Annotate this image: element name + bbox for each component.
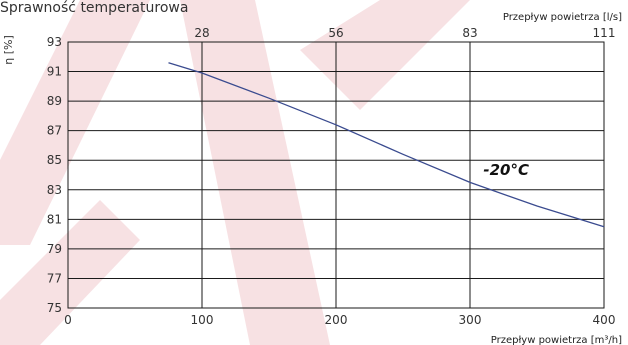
x2-tick-label: 83 <box>462 26 477 40</box>
x-tick-label: 200 <box>325 313 348 327</box>
series <box>168 62 605 228</box>
y-tick-label: 75 <box>47 301 62 315</box>
y-tick-label: 91 <box>47 65 62 79</box>
y-tick-label: 87 <box>47 124 62 138</box>
y-tick-label: 79 <box>47 242 62 256</box>
watermark-stripe <box>0 200 140 345</box>
x2-tick-label: 111 <box>593 26 616 40</box>
y-tick-label: 81 <box>47 212 62 226</box>
y-tick-label: 85 <box>47 153 62 167</box>
x-axis-label: Przepływ powietrza [m³/h] <box>491 335 622 345</box>
series-line <box>168 62 605 228</box>
watermark-stripe <box>180 0 330 345</box>
watermark-stripe <box>300 0 470 110</box>
chart-title: Sprawność temperaturowa <box>0 0 188 16</box>
y-tick-label: 83 <box>47 183 62 197</box>
x-tick-label: 0 <box>64 313 72 327</box>
x-tick-label: 400 <box>593 313 616 327</box>
x2-tick-label: 56 <box>328 26 343 40</box>
y-tick-label: 93 <box>47 35 62 49</box>
grid <box>67 41 605 309</box>
tick-labels: 75 77 79 81 83 85 87 89 91 93 0 100 200 300 400 28 56 83 1… <box>47 26 616 327</box>
x-tick-label: 300 <box>459 313 482 327</box>
x2-tick-label: 28 <box>194 26 209 40</box>
secondary-x-axis-label: Przepływ powietrza [l/s] <box>503 12 622 23</box>
curve-label: -20°C <box>483 161 529 179</box>
x-tick-label: 100 <box>191 313 214 327</box>
y-tick-label: 77 <box>47 271 62 285</box>
y-axis-label: η [%] <box>2 35 15 65</box>
y-tick-label: 89 <box>47 94 62 108</box>
watermark-stripe <box>0 0 150 245</box>
watermark <box>0 0 470 345</box>
